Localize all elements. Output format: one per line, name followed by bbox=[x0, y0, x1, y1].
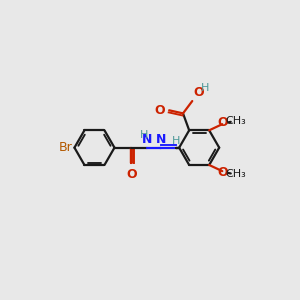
Text: H: H bbox=[201, 83, 209, 93]
Text: N: N bbox=[142, 133, 152, 146]
Text: O: O bbox=[218, 116, 228, 129]
Text: CH₃: CH₃ bbox=[225, 116, 246, 126]
Text: O: O bbox=[155, 104, 165, 117]
Text: O: O bbox=[126, 168, 137, 181]
Text: Br: Br bbox=[58, 141, 72, 154]
Text: N: N bbox=[155, 133, 166, 146]
Text: CH₃: CH₃ bbox=[225, 169, 246, 179]
Text: H: H bbox=[140, 130, 148, 140]
Text: O: O bbox=[194, 86, 204, 99]
Text: O: O bbox=[218, 166, 228, 179]
Text: H: H bbox=[172, 136, 180, 146]
